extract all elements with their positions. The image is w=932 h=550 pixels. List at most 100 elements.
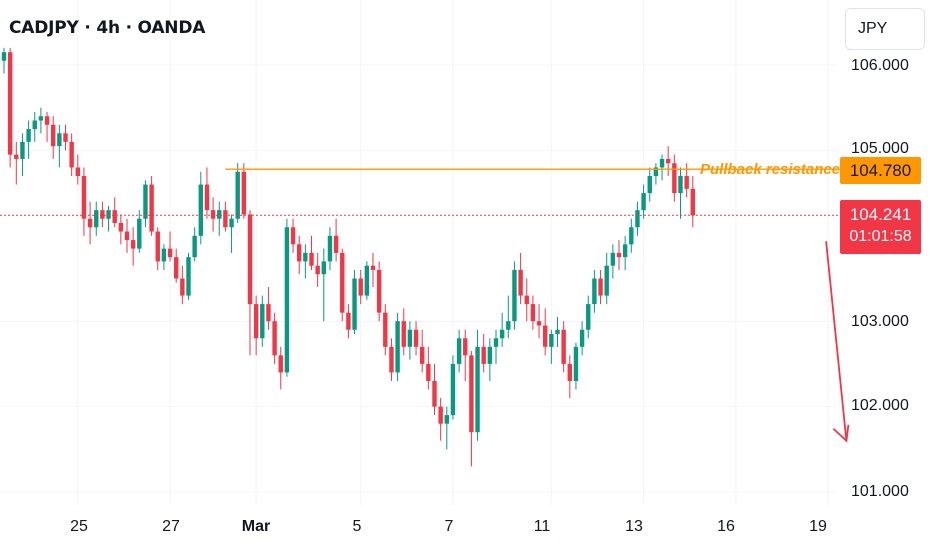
candle — [413, 321, 419, 356]
candle-body — [543, 325, 548, 347]
x-tick-label: 7 — [444, 518, 454, 535]
candle-body — [499, 329, 505, 339]
candle-body — [210, 210, 216, 219]
candle-body — [604, 265, 609, 296]
candle-body — [20, 141, 25, 159]
candle — [616, 240, 622, 270]
candle — [75, 154, 80, 185]
candle-body — [32, 120, 37, 130]
candle — [161, 244, 167, 270]
candle-body — [463, 338, 468, 356]
candle — [493, 329, 499, 364]
x-tick-label: 11 — [533, 518, 551, 535]
candle — [376, 261, 382, 322]
candle — [253, 295, 259, 356]
candle — [346, 304, 351, 339]
candle-body — [278, 355, 283, 373]
candle-body — [161, 248, 167, 262]
candle-body — [659, 158, 665, 168]
y-tick-label: 103.000 — [851, 313, 909, 330]
candle — [51, 116, 56, 159]
candle — [321, 248, 326, 322]
candle-body — [684, 176, 689, 189]
candle-body — [622, 244, 628, 258]
candle — [81, 167, 87, 236]
candle — [530, 295, 536, 330]
candle-body — [315, 265, 320, 275]
candle — [444, 406, 449, 450]
candle — [506, 295, 511, 339]
candle-body — [266, 304, 271, 322]
candle — [106, 205, 111, 232]
candle-body — [456, 338, 462, 364]
candle — [186, 252, 191, 300]
candle — [26, 120, 31, 159]
candle-body — [81, 176, 87, 219]
candle-body — [63, 133, 68, 142]
y-tick-label: 105.000 — [851, 140, 909, 157]
candle-body — [290, 227, 296, 245]
projection-arrow-head — [832, 424, 850, 443]
candle — [518, 252, 523, 305]
candle-body — [198, 184, 203, 236]
candle — [487, 338, 493, 381]
candle — [130, 227, 136, 266]
candle-body — [247, 214, 253, 305]
candle-body — [229, 218, 234, 228]
candle — [266, 287, 271, 330]
candle-body — [155, 231, 160, 262]
candle-body — [635, 210, 640, 228]
last-price-badge: 104.241 01:01:58 — [840, 200, 921, 254]
candle — [567, 355, 572, 399]
candle — [69, 133, 74, 177]
candle-body — [309, 252, 314, 266]
candle — [678, 167, 683, 219]
candle — [499, 312, 505, 347]
candle — [57, 124, 62, 168]
candle-body — [383, 312, 388, 347]
candle-body — [678, 176, 683, 194]
candle — [536, 304, 542, 339]
candle — [610, 244, 616, 279]
candle-body — [647, 176, 652, 194]
candle — [174, 248, 179, 283]
candle-body — [57, 133, 62, 147]
candle — [309, 235, 314, 270]
candle-body — [407, 329, 413, 347]
candle-body — [616, 252, 622, 258]
candle — [290, 218, 296, 253]
y-tick-label: 102.000 — [851, 397, 909, 414]
candle — [210, 197, 216, 232]
candle-body — [272, 321, 277, 356]
currency-selector[interactable]: JPY — [845, 8, 925, 50]
candle — [223, 201, 228, 232]
symbol-title: CADJPY · 4h · OANDA — [9, 18, 206, 38]
candle — [659, 154, 665, 181]
candle — [635, 201, 640, 236]
candle-body — [192, 235, 197, 258]
level-price-badge: 104.780 — [840, 157, 921, 184]
candle-body — [450, 363, 456, 416]
candle-body — [641, 193, 646, 211]
candle-body — [87, 218, 93, 228]
candle — [475, 329, 480, 441]
candle-body — [573, 346, 579, 381]
candle-body — [14, 154, 19, 159]
candle — [217, 201, 222, 236]
candle — [32, 111, 37, 142]
candle — [247, 210, 253, 356]
candle-body — [327, 235, 333, 262]
candle — [395, 312, 400, 381]
candle-body — [586, 304, 591, 330]
candle — [100, 201, 105, 228]
candle — [370, 252, 376, 288]
candle — [672, 154, 677, 202]
candle — [229, 214, 234, 253]
candle-body — [137, 218, 142, 249]
candle — [561, 321, 566, 373]
candle-body — [7, 52, 13, 155]
bar-countdown: 01:01:58 — [849, 228, 912, 245]
candle-body — [579, 329, 585, 347]
candle — [180, 265, 185, 305]
